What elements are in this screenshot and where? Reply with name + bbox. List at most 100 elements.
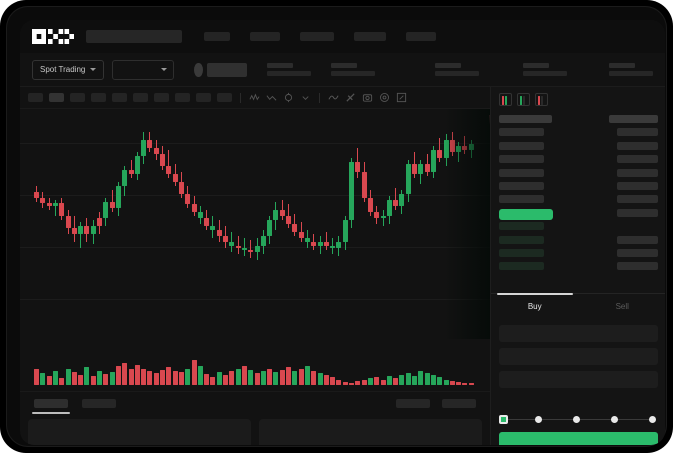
orderbook-ask-row[interactable] (499, 181, 658, 193)
orderbook-ask-row[interactable] (499, 155, 658, 166)
nav-item-2[interactable] (250, 32, 280, 41)
orderbook-bid-row[interactable] (499, 235, 658, 247)
target-icon[interactable] (379, 92, 390, 103)
trading-pair-selector[interactable] (112, 59, 175, 80)
orderbook-view-bids-icon[interactable] (517, 92, 530, 106)
volume-bar (443, 379, 449, 385)
timeframe-button-3[interactable] (70, 93, 85, 102)
volume-bar (260, 370, 266, 385)
orderbook-trade-panel: Buy Sell (490, 87, 665, 445)
magnet-icon[interactable] (345, 92, 356, 103)
compare-icon[interactable] (266, 92, 277, 103)
stat-value (434, 71, 479, 76)
tab-buy[interactable]: Buy (491, 293, 579, 319)
volume-bar (254, 372, 260, 385)
timeframe-button-10[interactable] (217, 93, 232, 102)
indicator-icon[interactable] (249, 92, 260, 103)
timeframe-button-6[interactable] (133, 93, 148, 102)
slider-step-0[interactable] (499, 415, 508, 424)
volume-bar (430, 375, 436, 385)
timeframe-button-2[interactable] (49, 93, 64, 102)
nav-item-3[interactable] (300, 32, 334, 41)
slider-step-4[interactable] (649, 416, 656, 423)
market-mode-selector[interactable]: Spot Trading (32, 59, 105, 80)
nav-item-4[interactable] (354, 32, 386, 41)
volume-bar (223, 375, 228, 385)
settings-icon[interactable] (283, 92, 294, 103)
bottom-panel-right[interactable] (259, 419, 482, 445)
chevron-down-icon (161, 68, 168, 71)
candlestick-chart[interactable] (20, 109, 490, 339)
volume-bar (216, 371, 222, 385)
orderbook-ask-row[interactable] (499, 195, 658, 206)
bottom-tab-open-orders[interactable] (32, 399, 70, 414)
tab-sell[interactable]: Sell (579, 294, 666, 319)
timeframe-button-4[interactable] (91, 93, 106, 102)
volume-bar (185, 368, 191, 385)
total-field[interactable] (499, 371, 658, 388)
volume-bar (122, 363, 128, 385)
slider-step-1[interactable] (535, 416, 542, 423)
nav-search-box[interactable] (86, 30, 182, 43)
timeframe-button-8[interactable] (175, 93, 190, 102)
volume-bar (71, 371, 77, 385)
volume-bar (279, 369, 285, 385)
okx-logo[interactable] (32, 29, 74, 44)
orderbook-view-both-icon[interactable] (499, 92, 512, 106)
bottom-action-2[interactable] (442, 399, 476, 408)
bottom-panel-left[interactable] (28, 419, 251, 445)
orderbook-bid-row[interactable] (499, 262, 658, 273)
orderbook-ask-row[interactable] (499, 168, 658, 180)
order-tabs-bar (20, 391, 490, 415)
nav-item-5[interactable] (406, 32, 436, 41)
timeframe-button-5[interactable] (112, 93, 127, 102)
volume-bar (374, 377, 380, 385)
stat-label (608, 63, 635, 68)
line-tool-icon[interactable] (328, 92, 339, 103)
fullscreen-icon[interactable] (396, 92, 407, 103)
slider-step-2[interactable] (573, 416, 580, 423)
amount-field[interactable] (499, 348, 658, 365)
stat-label (434, 63, 461, 68)
stat-value (330, 71, 375, 76)
stat-label (522, 63, 549, 68)
timeframe-button-1[interactable] (28, 93, 43, 102)
slider-step-3[interactable] (611, 416, 618, 423)
volume-bar (134, 365, 140, 385)
bottom-action-1[interactable] (396, 399, 430, 408)
nav-item-1[interactable] (204, 32, 230, 41)
orderbook-bid-row[interactable] (499, 222, 658, 233)
volume-bar (248, 369, 254, 385)
camera-icon[interactable] (362, 92, 373, 103)
orderbook-view-asks-icon[interactable] (535, 92, 548, 106)
volume-bar (59, 378, 65, 385)
orderbook-list[interactable] (491, 111, 665, 293)
toolbar-divider (240, 92, 241, 103)
volume-bar (317, 372, 323, 385)
volume-bar (52, 370, 58, 385)
volume-bar (210, 377, 216, 385)
app-screen: Spot Trading (20, 20, 665, 445)
volume-chart (20, 339, 490, 391)
chevron-down-icon[interactable] (300, 92, 311, 103)
chart-gridline (20, 195, 490, 196)
orderbook-ask-row[interactable] (499, 128, 658, 139)
bottom-tab-positions[interactable] (82, 399, 116, 408)
orderbook-ask-row[interactable] (499, 141, 658, 153)
orderbook-bid-row[interactable] (499, 248, 658, 260)
volume-bar (367, 378, 373, 385)
amount-slider[interactable] (499, 413, 658, 427)
volume-bar (65, 368, 71, 385)
volume-bar (78, 375, 84, 385)
price-field[interactable] (499, 325, 658, 342)
buy-submit-button[interactable] (499, 432, 658, 445)
timeframe-button-7[interactable] (154, 93, 169, 102)
volume-bar (311, 370, 317, 385)
volume-bar (298, 368, 304, 385)
volume-bar (412, 376, 417, 385)
stat-value (266, 71, 311, 76)
volume-bar (160, 369, 165, 385)
volume-bar (128, 368, 134, 385)
volume-bar (241, 366, 247, 385)
timeframe-button-9[interactable] (196, 93, 211, 102)
